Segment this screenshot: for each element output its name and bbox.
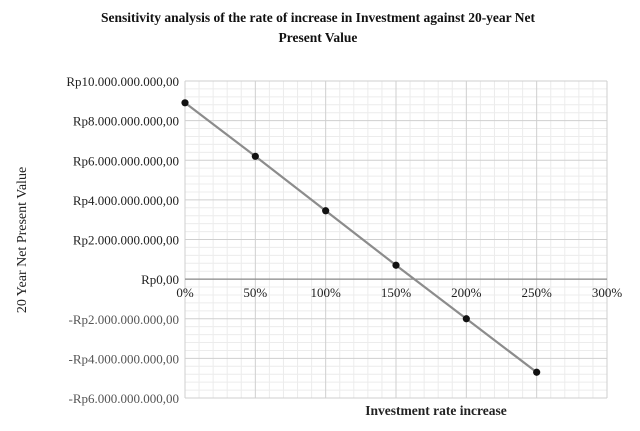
x-tick-label: 300% <box>592 285 623 300</box>
chart-title-line-1: Sensitivity analysis of the rate of incr… <box>101 10 536 25</box>
y-tick-label: Rp6.000.000.000,00 <box>73 153 179 168</box>
x-tick-label: 50% <box>243 285 267 300</box>
y-axis-title: 20 Year Net Present Value <box>15 167 30 313</box>
data-point <box>392 261 400 269</box>
y-tick-label: Rp10.000.000.000,00 <box>66 74 179 89</box>
y-tick-label: Rp2.000.000.000,00 <box>73 233 179 248</box>
y-tick-label: Rp8.000.000.000,00 <box>73 114 179 129</box>
y-axis-ticks: Rp10.000.000.000,00 Rp8.000.000.000,00 Rp6… <box>66 74 179 406</box>
y-tick-label: Rp0,00 <box>141 272 179 287</box>
data-point <box>462 315 470 323</box>
x-tick-label: 200% <box>451 285 482 300</box>
y-tick-label: -Rp6.000.000.000,00 <box>69 391 180 406</box>
x-axis-ticks: 0% 50% 100% 150% 200% 250% 300% <box>176 285 622 300</box>
data-point <box>181 99 189 107</box>
chart-title-line-2: Present Value <box>279 30 358 45</box>
y-tick-label: -Rp4.000.000.000,00 <box>69 351 180 366</box>
gridlines <box>184 80 608 399</box>
x-tick-label: 250% <box>521 285 552 300</box>
x-tick-label: 100% <box>310 285 341 300</box>
x-tick-label: 0% <box>176 285 194 300</box>
y-tick-label: Rp4.000.000.000,00 <box>73 193 179 208</box>
data-point <box>533 368 541 376</box>
data-point <box>251 152 259 160</box>
y-tick-label: -Rp2.000.000.000,00 <box>69 312 180 327</box>
x-tick-label: 150% <box>381 285 412 300</box>
series-layer <box>181 99 541 376</box>
series-line <box>184 101 538 374</box>
x-axis-title: Investment rate increase <box>365 403 506 418</box>
data-point <box>322 207 330 215</box>
